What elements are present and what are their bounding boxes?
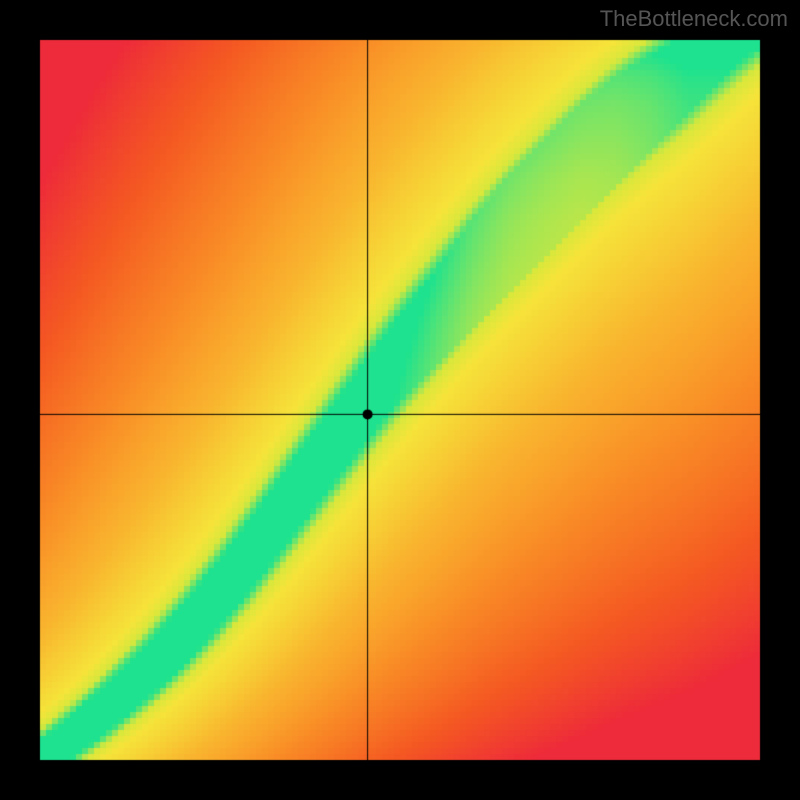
bottleneck-heatmap-canvas [0,0,800,800]
chart-container: TheBottleneck.com [0,0,800,800]
watermark-text: TheBottleneck.com [600,6,788,32]
